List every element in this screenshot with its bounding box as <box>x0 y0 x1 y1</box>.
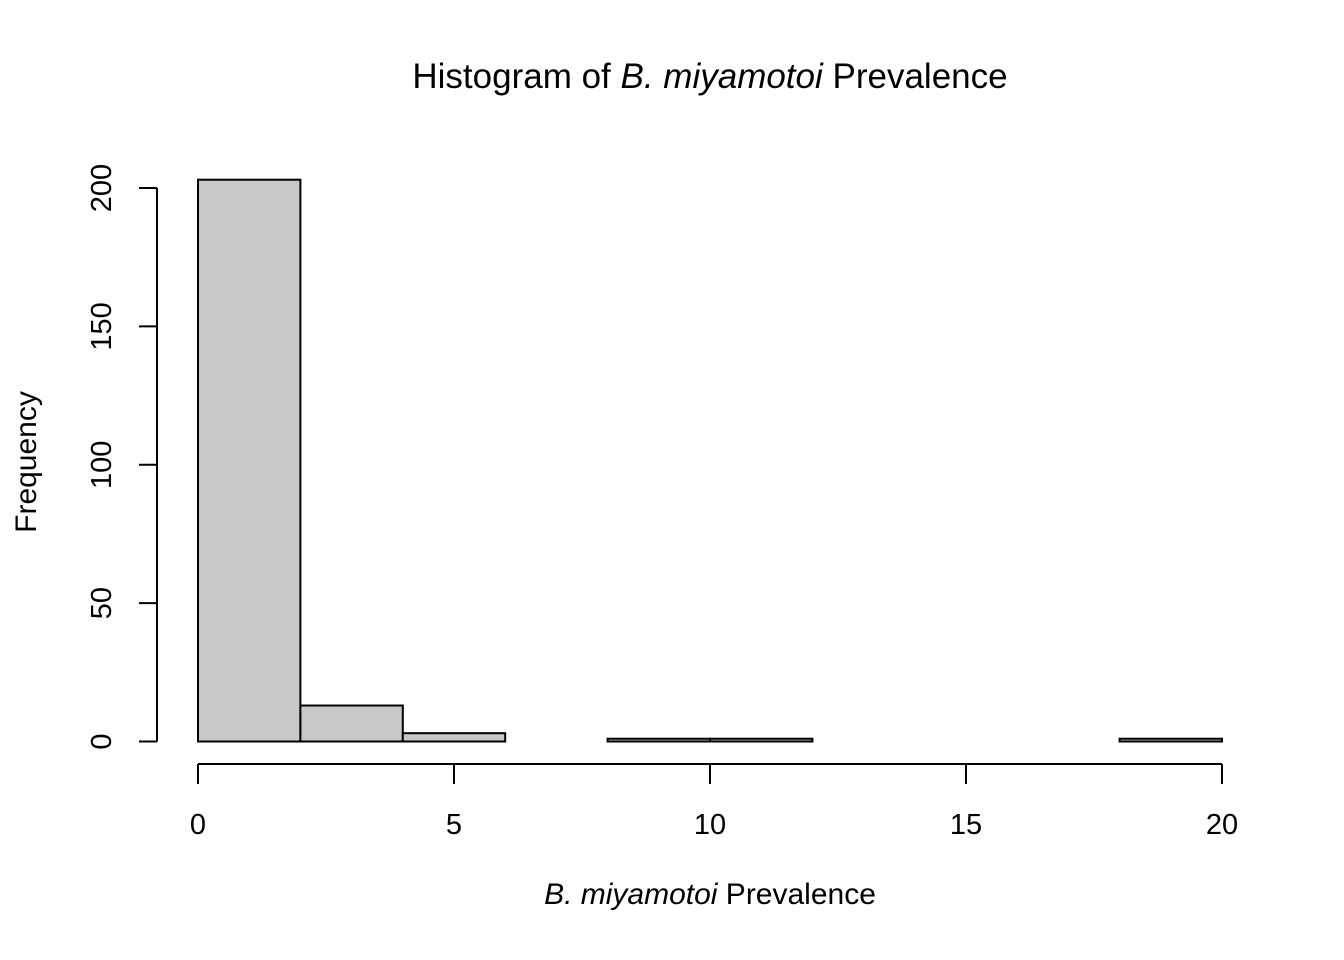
histogram-bars <box>197 178 1223 743</box>
chart-title: Histogram of B. miyamotoi Prevalence <box>412 57 1007 96</box>
histogram-bar <box>1118 737 1223 743</box>
histogram-bar <box>401 732 507 743</box>
y-tick-label: 200 <box>86 164 118 212</box>
x-axis-title: B. miyamotoi Prevalence <box>544 878 876 911</box>
x-tick-label: 20 <box>1206 809 1238 841</box>
x-tick-label: 15 <box>950 809 982 841</box>
y-tick-label: 100 <box>86 441 118 489</box>
y-tick-label: 50 <box>86 587 118 619</box>
histogram-bar <box>197 178 302 743</box>
x-axis: 0 5 10 15 20 <box>190 763 1238 841</box>
x-tick-label: 10 <box>694 809 726 841</box>
x-tick-label: 5 <box>446 809 462 841</box>
y-tick-label: 150 <box>86 302 118 350</box>
histogram-bar <box>299 704 404 743</box>
y-tick-label: 0 <box>86 733 118 749</box>
y-axis: 0 50 100 150 200 <box>86 164 158 750</box>
x-tick-label: 0 <box>190 809 206 841</box>
y-axis-title: Frequency <box>10 391 43 533</box>
histogram-bar <box>709 737 814 743</box>
histogram-bar <box>606 737 711 743</box>
